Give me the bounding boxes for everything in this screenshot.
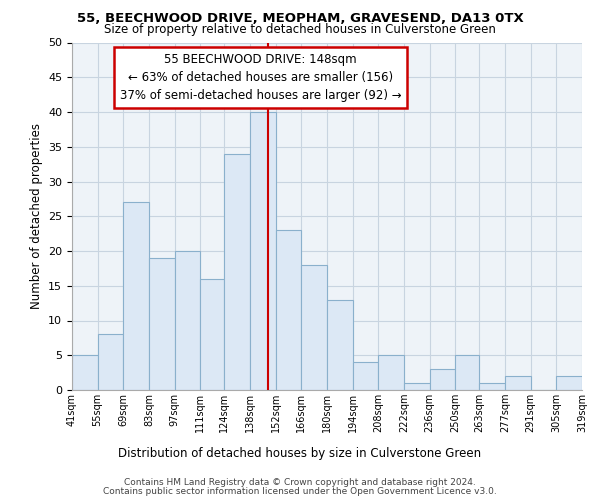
Bar (479, 383, 505, 390)
Text: Distribution of detached houses by size in Culverstone Green: Distribution of detached houses by size … (118, 448, 482, 460)
Bar (72, 355, 98, 390)
Bar (98, 334, 124, 390)
Bar (455, 355, 479, 390)
Bar (353, 362, 379, 390)
Bar (430, 369, 455, 390)
Bar (556, 376, 582, 390)
Bar (327, 300, 353, 390)
Bar (124, 202, 149, 390)
Bar (404, 383, 430, 390)
Bar (250, 112, 275, 390)
Text: Contains HM Land Registry data © Crown copyright and database right 2024.: Contains HM Land Registry data © Crown c… (124, 478, 476, 487)
Y-axis label: Number of detached properties: Number of detached properties (29, 123, 43, 309)
Bar (301, 265, 327, 390)
Text: Size of property relative to detached houses in Culverstone Green: Size of property relative to detached ho… (104, 22, 496, 36)
Bar (505, 376, 530, 390)
Bar (175, 251, 200, 390)
Bar (275, 230, 301, 390)
Bar (379, 355, 404, 390)
Text: 55 BEECHWOOD DRIVE: 148sqm
← 63% of detached houses are smaller (156)
37% of sem: 55 BEECHWOOD DRIVE: 148sqm ← 63% of deta… (120, 53, 401, 102)
Text: Contains public sector information licensed under the Open Government Licence v3: Contains public sector information licen… (103, 487, 497, 496)
Text: 55, BEECHWOOD DRIVE, MEOPHAM, GRAVESEND, DA13 0TX: 55, BEECHWOOD DRIVE, MEOPHAM, GRAVESEND,… (77, 12, 523, 26)
Bar (149, 258, 175, 390)
Bar (200, 279, 224, 390)
Bar (224, 154, 250, 390)
